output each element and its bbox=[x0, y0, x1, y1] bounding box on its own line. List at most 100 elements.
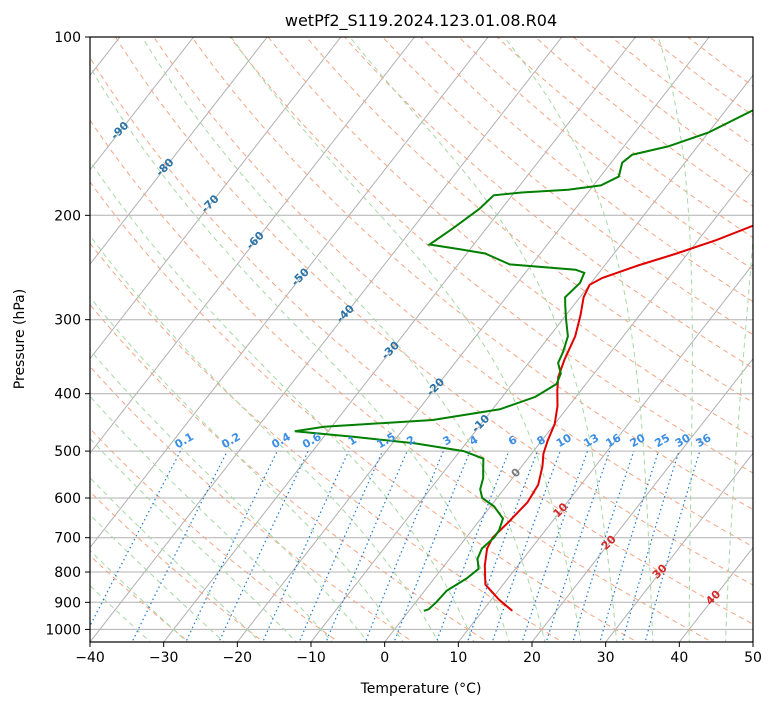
x-tick-label: 40 bbox=[670, 650, 688, 666]
x-tick-label: −30 bbox=[149, 650, 179, 666]
dry-adiabat-line bbox=[610, 37, 753, 146]
mixing-ratio-label: 4 bbox=[467, 433, 480, 448]
x-tick-label: −20 bbox=[223, 650, 253, 666]
mixing-ratio-line bbox=[644, 450, 701, 642]
mixing-ratio-line bbox=[435, 450, 510, 642]
y-tick-label: 800 bbox=[54, 565, 81, 581]
axes: −40 −30 −20 −10 0 10 20 30 40 5010020030040050060… bbox=[45, 30, 762, 666]
y-tick-label: 500 bbox=[54, 444, 81, 460]
dry-adiabat-line bbox=[114, 37, 753, 586]
moist-adiabat-line bbox=[141, 37, 546, 642]
dry-adiabat-label: -90 bbox=[108, 119, 131, 142]
mixing-ratio-label: 36 bbox=[694, 431, 714, 450]
isotherm-line bbox=[90, 37, 194, 171]
plot-frame bbox=[89, 36, 754, 643]
dry-adiabat-line bbox=[191, 37, 753, 511]
y-tick-label: 100 bbox=[54, 30, 81, 46]
moist-adiabat-line bbox=[657, 37, 693, 642]
moist-adiabat-label: 10 bbox=[551, 500, 571, 520]
moist-adiabat-line bbox=[90, 349, 369, 642]
isotherm-line bbox=[752, 641, 753, 642]
isotherm-line bbox=[384, 169, 753, 642]
isotherm-line bbox=[90, 37, 563, 642]
dewpoint-profile bbox=[294, 109, 753, 612]
x-tick-label: 10 bbox=[449, 650, 467, 666]
dry-adiabat-line bbox=[534, 37, 753, 207]
y-tick-label: 200 bbox=[54, 208, 81, 224]
y-tick-label: 900 bbox=[54, 595, 81, 611]
moist-adiabat-line bbox=[90, 437, 298, 642]
mixing-ratio-line bbox=[621, 450, 680, 642]
y-tick-label: 600 bbox=[54, 491, 81, 507]
mixing-ratio-label: 13 bbox=[581, 431, 601, 450]
y-tick-label: 400 bbox=[54, 387, 81, 403]
dry-adiabat-line bbox=[381, 37, 753, 336]
dry-adiabat-line bbox=[458, 37, 753, 271]
isotherm-line bbox=[90, 37, 342, 360]
mixing-ratio-label: 25 bbox=[652, 431, 672, 450]
mixing-ratio-label: 0.4 bbox=[269, 430, 293, 451]
dry-adiabat-label: -10 bbox=[469, 412, 492, 435]
dry-adiabat-line bbox=[229, 37, 753, 474]
dry-adiabat-line bbox=[305, 37, 753, 403]
moist-adiabat-line bbox=[504, 37, 654, 642]
y-tick-label: 300 bbox=[54, 313, 81, 329]
mixing-ratio-line bbox=[262, 450, 350, 642]
isotherm-line bbox=[90, 37, 415, 454]
mixing-ratio-label: 20 bbox=[628, 431, 648, 450]
mixing-ratio-line bbox=[393, 450, 471, 642]
mixing-ratio-line bbox=[90, 450, 181, 628]
isotherm-line bbox=[236, 37, 710, 642]
dry-adiabat-line bbox=[90, 554, 190, 642]
dry-adiabat-line bbox=[90, 427, 340, 642]
mixing-ratio-line bbox=[364, 450, 444, 642]
dry-adiabat-line bbox=[90, 490, 265, 642]
isotherm-line bbox=[605, 452, 753, 642]
mixing-ratio-line bbox=[298, 450, 384, 642]
x-tick-label: −10 bbox=[296, 650, 326, 666]
plot-area bbox=[90, 37, 753, 642]
dry-adiabat-line bbox=[153, 37, 753, 548]
dry-adiabat-label: -80 bbox=[153, 155, 176, 178]
mixing-ratio-line bbox=[218, 450, 309, 642]
dry-adiabat-line bbox=[90, 56, 753, 625]
mixing-ratio-label: 3 bbox=[441, 433, 454, 448]
dry-adiabat-line bbox=[267, 37, 753, 438]
dry-adiabat-line bbox=[687, 37, 753, 87]
mixing-ratio-line bbox=[325, 450, 408, 642]
x-axis-label: Temperature (°C) bbox=[360, 681, 482, 697]
mixing-ratio-label: 0.1 bbox=[172, 430, 195, 451]
mixing-ratio-label: 1 bbox=[346, 433, 359, 448]
mixing-ratio-line bbox=[466, 450, 538, 642]
moist-adiabat-line bbox=[90, 160, 475, 642]
chart-title: wetPf2_S119.2024.123.01.08.R04 bbox=[285, 11, 557, 31]
y-tick-label: 1000 bbox=[45, 622, 81, 638]
mixing-ratio-label: 30 bbox=[673, 431, 693, 450]
dry-adiabat-line bbox=[90, 303, 489, 642]
x-tick-label: −40 bbox=[75, 650, 105, 666]
moist-adiabat-label: 40 bbox=[703, 587, 723, 607]
y-tick-label: 700 bbox=[54, 531, 81, 547]
dry-adiabat-label: -60 bbox=[244, 229, 267, 252]
temperature-profile bbox=[483, 224, 753, 612]
moist-adiabat-line bbox=[90, 234, 440, 642]
moist-adiabat-line bbox=[725, 233, 753, 642]
isotherm-line bbox=[90, 37, 489, 549]
dry-adiabat-label: -100 bbox=[60, 79, 89, 108]
x-tick-label: 0 bbox=[380, 650, 389, 666]
dry-adiabat-line bbox=[648, 37, 753, 117]
mixing-ratio-label: 0.2 bbox=[219, 430, 242, 451]
dry-adiabat-line bbox=[343, 37, 753, 369]
moist-adiabat-line bbox=[349, 37, 618, 642]
mixing-ratio-line bbox=[491, 450, 561, 642]
isotherm-line bbox=[90, 37, 268, 265]
dry-adiabat-line bbox=[572, 37, 753, 177]
dry-adiabat-label: -70 bbox=[198, 192, 221, 215]
moist-adiabat-label: 30 bbox=[650, 561, 670, 581]
x-tick-label: 50 bbox=[744, 650, 762, 666]
dry-adiabat-label: -30 bbox=[379, 339, 402, 362]
mixing-ratio-label: 6 bbox=[506, 433, 519, 448]
dry-adiabat-line bbox=[90, 119, 713, 642]
dry-adiabat-line bbox=[90, 365, 414, 642]
dry-adiabat-line bbox=[90, 242, 564, 642]
